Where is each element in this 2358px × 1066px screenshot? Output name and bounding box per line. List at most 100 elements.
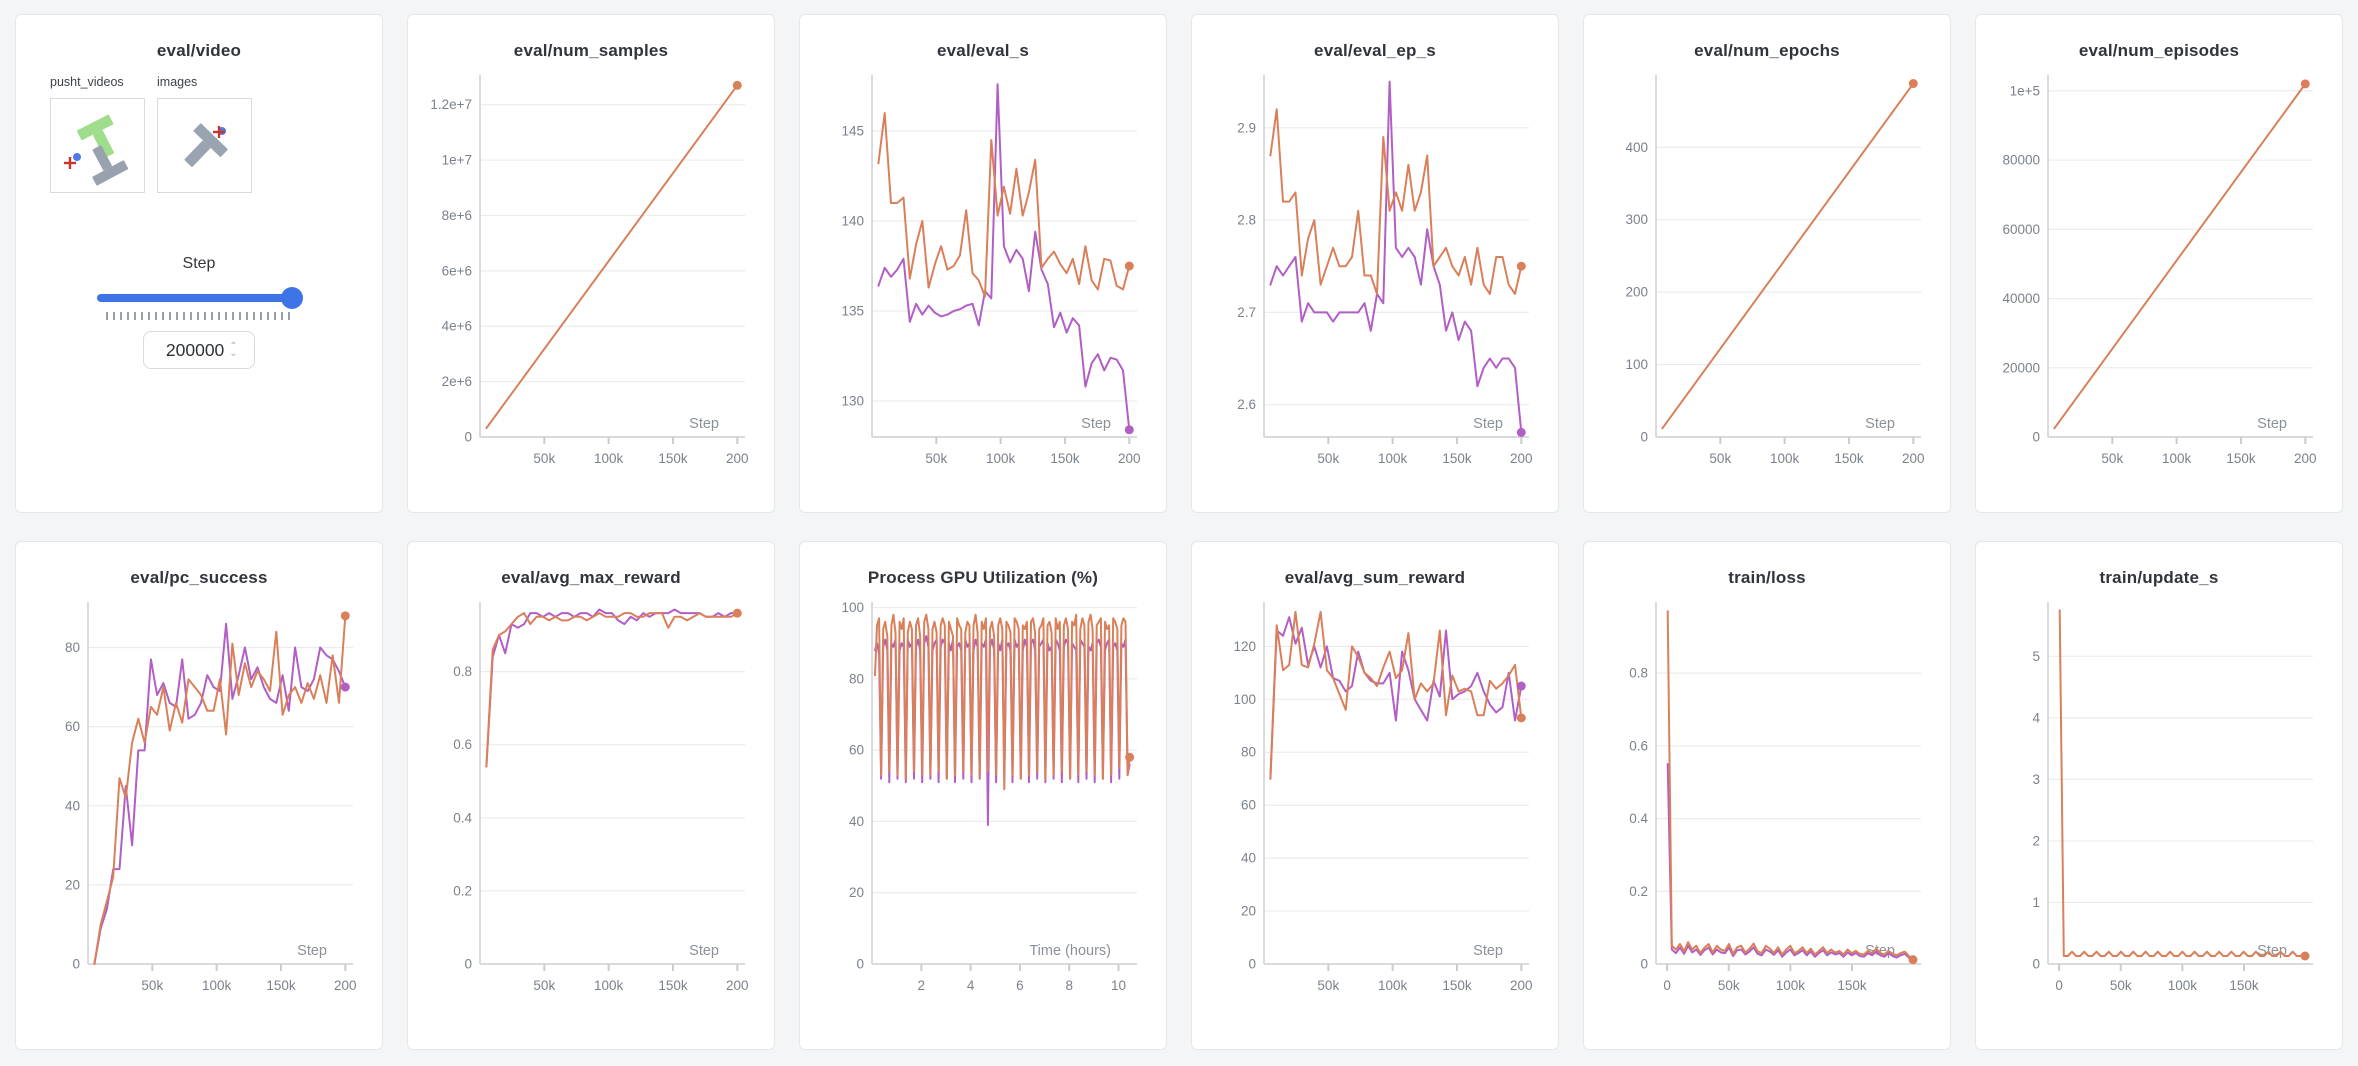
- image-thumbnail[interactable]: [157, 98, 252, 193]
- svg-text:50k: 50k: [2101, 451, 2123, 466]
- svg-text:10: 10: [1111, 978, 1126, 993]
- svg-text:50k: 50k: [1709, 451, 1731, 466]
- line-chart[interactable]: 0 100 200 300 400 50k 100k 150k 200 Step: [1600, 69, 1936, 489]
- step-slider[interactable]: [97, 287, 303, 309]
- svg-text:Step: Step: [689, 416, 719, 432]
- slider-thumb[interactable]: [281, 287, 303, 309]
- line-chart[interactable]: 2.6 2.7 2.8 2.9 50k 100k 150k 200 Step: [1208, 69, 1544, 489]
- svg-text:2.8: 2.8: [1237, 213, 1256, 228]
- svg-text:100k: 100k: [1378, 978, 1408, 993]
- step-value-field[interactable]: [160, 339, 225, 361]
- svg-text:Step: Step: [689, 943, 719, 959]
- slider-track[interactable]: [97, 294, 301, 302]
- chart-panel-eval-ep-s: eval/eval_ep_s 2.6 2.7 2.8 2.9 50k 100k 150k 20…: [1191, 14, 1559, 513]
- svg-text:40: 40: [849, 814, 864, 829]
- stepper-down-icon[interactable]: ⌄: [229, 348, 238, 359]
- stepper-up-icon[interactable]: ⌃: [229, 341, 238, 352]
- svg-text:80000: 80000: [2002, 153, 2040, 168]
- svg-text:100: 100: [1233, 692, 1256, 707]
- chart-panel-avg-max-reward: eval/avg_max_reward 0 0.2 0.4 0.6 0.8 50k 100k…: [407, 541, 775, 1050]
- svg-text:Step: Step: [1865, 416, 1895, 432]
- svg-text:2e+6: 2e+6: [442, 374, 472, 389]
- svg-text:200: 200: [1118, 451, 1141, 466]
- svg-text:50k: 50k: [1317, 978, 1339, 993]
- chart-panel-avg-sum-reward: eval/avg_sum_reward 0 20 40 60 80 100 120 50k 10…: [1191, 541, 1559, 1050]
- chart-title: eval/num_samples: [513, 41, 669, 60]
- svg-text:8: 8: [1065, 978, 1073, 993]
- svg-text:150k: 150k: [1834, 451, 1864, 466]
- svg-text:0: 0: [1663, 978, 1671, 993]
- chart-title: eval/num_episodes: [2078, 41, 2240, 60]
- svg-text:150k: 150k: [1442, 451, 1472, 466]
- svg-text:200: 200: [1625, 285, 1648, 300]
- chart-panel-num-epochs: eval/num_epochs 0 100 200 300 400 50k 100k 150k…: [1583, 14, 1951, 513]
- svg-text:40000: 40000: [2002, 291, 2040, 306]
- line-chart[interactable]: 0 20 40 60 80 50k 100k 150k 200 Step: [32, 596, 368, 1016]
- svg-text:100k: 100k: [2162, 451, 2192, 466]
- svg-text:145: 145: [841, 124, 864, 139]
- thumb-label-images: images: [157, 75, 198, 89]
- svg-text:80: 80: [65, 640, 80, 655]
- chart-title: eval/avg_sum_reward: [1284, 568, 1466, 587]
- svg-text:60: 60: [1241, 798, 1256, 813]
- svg-text:150k: 150k: [658, 451, 688, 466]
- svg-text:0: 0: [2032, 430, 2040, 445]
- svg-text:40: 40: [65, 798, 80, 813]
- line-chart[interactable]: 0 0.2 0.4 0.6 0.8 50k 100k 150k 200 Step: [424, 596, 760, 1016]
- svg-text:200: 200: [1510, 978, 1533, 993]
- svg-text:0.8: 0.8: [1629, 666, 1648, 681]
- step-slider-label: Step: [182, 255, 216, 272]
- svg-text:40: 40: [1241, 851, 1256, 866]
- chart-panel-eval-s: eval/eval_s 130 135 140 145 50k 100k 150k 200 St…: [799, 14, 1167, 513]
- svg-text:6: 6: [1016, 978, 1024, 993]
- chart-title: train/loss: [1728, 568, 1806, 587]
- svg-text:0: 0: [464, 957, 472, 972]
- svg-text:100k: 100k: [1770, 451, 1800, 466]
- line-chart[interactable]: 130 135 140 145 50k 100k 150k 200 Step: [816, 69, 1152, 489]
- svg-text:20: 20: [1241, 904, 1256, 919]
- chart-title: Process GPU Utilization (%): [867, 568, 1099, 587]
- svg-text:3: 3: [2032, 772, 2040, 787]
- slider-tick-marks: [106, 312, 292, 320]
- chart-panel-num-samples: eval/num_samples 0 2e+6 4e+6 6e+6 8e+6 1e+7 1.…: [407, 14, 775, 513]
- panel-eval-video: eval/video pusht_videos: [15, 14, 383, 513]
- line-chart[interactable]: 0 20 40 60 80 100 120 50k 100k 150k 200 Step: [1208, 596, 1544, 1016]
- chart-title: train/update_s: [2099, 568, 2219, 587]
- video-thumbnail-pusht[interactable]: [50, 98, 145, 193]
- svg-text:60: 60: [65, 719, 80, 734]
- svg-text:1e+5: 1e+5: [2010, 83, 2040, 98]
- svg-text:60000: 60000: [2002, 222, 2040, 237]
- svg-text:Step: Step: [1473, 416, 1503, 432]
- svg-text:100k: 100k: [594, 451, 624, 466]
- line-chart[interactable]: 0 20000 40000 60000 80000 1e+5 50k 100k 150k 200 S…: [1992, 69, 2328, 489]
- svg-text:2.6: 2.6: [1237, 397, 1256, 412]
- svg-text:0: 0: [2032, 957, 2040, 972]
- chart-title: eval/avg_max_reward: [501, 568, 681, 587]
- svg-text:100k: 100k: [2168, 978, 2198, 993]
- svg-text:6e+6: 6e+6: [442, 263, 472, 278]
- svg-text:0: 0: [72, 957, 80, 972]
- svg-text:100k: 100k: [202, 978, 232, 993]
- svg-text:1.2e+7: 1.2e+7: [430, 97, 472, 112]
- svg-text:Step: Step: [1473, 943, 1503, 959]
- agent-dot: [73, 153, 81, 161]
- svg-text:0: 0: [1248, 957, 1256, 972]
- step-number-input[interactable]: ⌃ ⌄: [143, 331, 255, 369]
- line-chart[interactable]: 0 2e+6 4e+6 6e+6 8e+6 1e+7 1.2e+7 50k 100k 150k 20…: [424, 69, 760, 489]
- svg-text:150k: 150k: [1837, 978, 1867, 993]
- thumb-label-pusht-videos: pusht_videos: [50, 75, 124, 89]
- svg-text:0: 0: [2055, 978, 2063, 993]
- svg-text:1: 1: [2032, 895, 2040, 910]
- svg-text:0.2: 0.2: [1629, 884, 1648, 899]
- svg-text:200: 200: [1902, 451, 1925, 466]
- svg-text:2: 2: [918, 978, 926, 993]
- media-thumbnails: pusht_videos: [50, 75, 366, 193]
- svg-text:400: 400: [1625, 140, 1648, 155]
- line-chart[interactable]: 0 20 40 60 80 100 2 4 6 8 10 Time (hours): [816, 596, 1152, 1016]
- goal-cross-icon: [64, 157, 76, 169]
- chart-title: eval/num_epochs: [1694, 41, 1840, 60]
- chart-panel-train-loss: train/loss 0 0.2 0.4 0.6 0.8 0 50k 100k 150k Step: [1583, 541, 1951, 1050]
